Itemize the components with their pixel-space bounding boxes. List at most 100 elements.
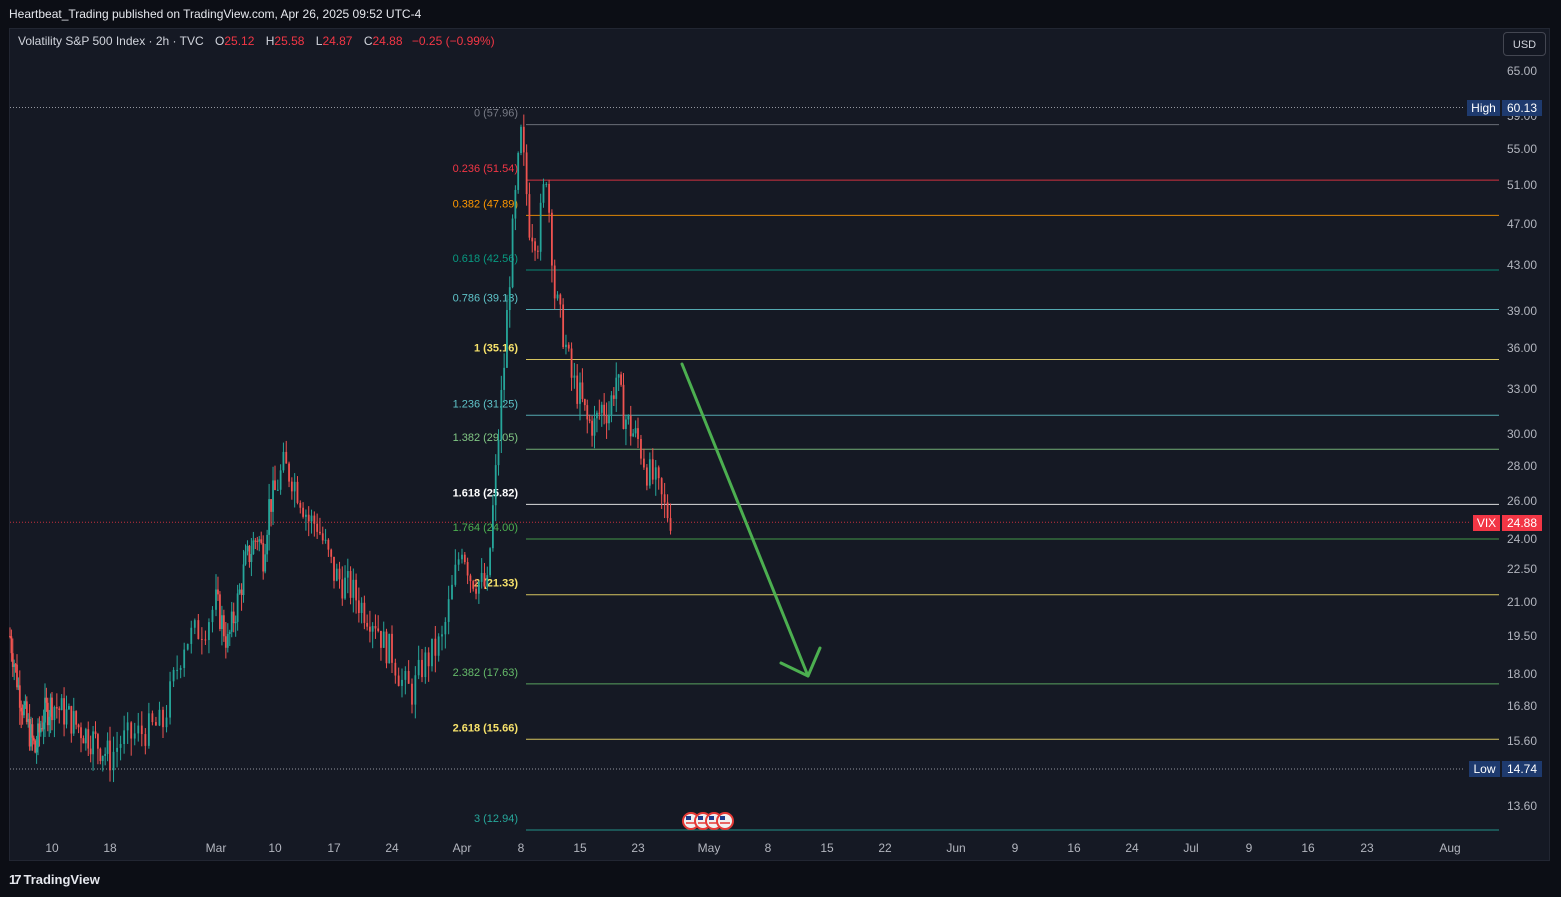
candle-body <box>494 465 497 506</box>
fib-level-label: 3 (12.94) <box>474 813 518 825</box>
candle-body <box>660 478 663 495</box>
candle-body <box>528 194 531 238</box>
candle-body <box>414 675 417 705</box>
candle-body <box>106 740 109 754</box>
candle-body <box>307 514 310 522</box>
candle-body <box>226 633 229 648</box>
open-label: O <box>215 34 225 48</box>
candle-body <box>536 250 539 252</box>
candle-body <box>556 294 559 299</box>
x-tick-label: Mar <box>206 841 227 855</box>
x-tick-label: Jul <box>1183 841 1198 855</box>
y-tick-label: 65.00 <box>1507 64 1537 78</box>
candle-body <box>126 722 129 731</box>
y-tick-label: 16.80 <box>1507 699 1537 713</box>
candle-body <box>288 463 290 482</box>
candle-body <box>497 439 500 466</box>
candle-body <box>588 419 591 421</box>
fibonacci-extension[interactable]: 0 (57.96) 0.236 (51.54) 0.382 (47.89) 0.618… <box>453 108 1499 831</box>
candle-body <box>137 725 140 734</box>
candle-body <box>262 543 265 572</box>
fib-level-label: 0.786 (39.13) <box>453 293 518 305</box>
arrow-shaft <box>680 362 810 678</box>
candle-body <box>9 636 11 637</box>
candle-body <box>654 467 657 480</box>
candle-body <box>605 415 608 424</box>
tradingview-brand[interactable]: 17 TradingView <box>9 872 100 887</box>
candle-body <box>38 723 41 733</box>
candle-body <box>645 467 648 486</box>
currency-button[interactable]: USD <box>1503 32 1546 56</box>
y-tick-label: 55.00 <box>1507 142 1537 156</box>
candle-body <box>663 494 666 503</box>
x-tick-label: 24 <box>385 841 399 855</box>
badge-value-bg <box>1502 761 1542 777</box>
high-low-markers <box>10 107 1470 770</box>
candle-body <box>377 628 380 631</box>
y-tick-label: 51.00 <box>1507 178 1537 192</box>
candle-body <box>144 734 147 746</box>
price-badges: High 60.13 Low 14.74 VIX 24.88 <box>1467 100 1542 777</box>
candle-body <box>140 725 143 735</box>
x-tick-label: 16 <box>1067 841 1081 855</box>
candle-body <box>246 545 249 552</box>
candle-body <box>612 395 615 399</box>
x-tick-label: 8 <box>518 841 525 855</box>
candle-body <box>310 515 313 522</box>
candle-body <box>559 294 562 305</box>
chart-panel[interactable] <box>9 28 1550 861</box>
candle-body <box>165 717 168 728</box>
candle-body <box>472 581 475 589</box>
candle-body <box>82 738 85 744</box>
candle-body <box>20 707 23 712</box>
candle-body <box>276 489 279 491</box>
footer <box>0 865 1561 897</box>
candle-body <box>341 579 344 599</box>
price-axis[interactable]: 65.0059.0055.0051.0047.0043.0039.0036.00… <box>1507 64 1537 813</box>
candle-body <box>34 740 37 753</box>
high-label: H <box>265 34 275 48</box>
fib-level-label: 1 (35.16) <box>474 342 518 354</box>
x-tick-label: 23 <box>1360 841 1374 855</box>
forecast-arrow[interactable] <box>680 362 822 678</box>
fib-level-label: 2 (21.33) <box>474 578 518 590</box>
candle-body <box>424 652 427 678</box>
candle-body <box>634 428 637 434</box>
candle-body <box>44 697 46 723</box>
candle-body <box>313 515 316 524</box>
badge-label-bg <box>1469 761 1500 777</box>
candle-body <box>576 375 579 404</box>
low-value: 24.87 <box>322 34 353 48</box>
candle-body <box>279 470 282 490</box>
candle-body <box>204 639 207 641</box>
candle-body <box>525 152 528 195</box>
y-tick-label: 39.00 <box>1507 304 1537 318</box>
candle-body <box>252 540 255 555</box>
candle-body <box>335 568 338 581</box>
candle-body <box>270 499 272 512</box>
time-axis[interactable]: 10 18 Mar 10 17 24 Apr 8 15 23 May 8 15 22 Jun 9 16 24 Jul… <box>45 841 1460 855</box>
flag-canton <box>709 816 714 820</box>
candle-body <box>417 659 420 676</box>
economic-events[interactable] <box>682 812 734 830</box>
candle-body <box>397 675 400 686</box>
candle-body <box>60 698 63 710</box>
candle-body <box>158 709 161 726</box>
candle-body <box>657 467 660 479</box>
flag-canton <box>698 816 703 820</box>
candle-body <box>380 630 382 648</box>
fib-level-label: 1.764 (24.00) <box>453 522 518 534</box>
candle-body <box>24 701 27 706</box>
close-value: 24.88 <box>372 34 403 48</box>
candle-body <box>72 711 75 734</box>
candlestick-series <box>9 114 672 783</box>
candle-body <box>360 602 363 613</box>
candle-body <box>579 382 581 404</box>
candle-body <box>112 751 115 771</box>
candle-body <box>463 554 466 563</box>
x-tick-label: 16 <box>1301 841 1315 855</box>
badge-value: 60.13 <box>1507 101 1537 115</box>
candle-body <box>486 575 489 587</box>
candle-body <box>302 507 304 517</box>
